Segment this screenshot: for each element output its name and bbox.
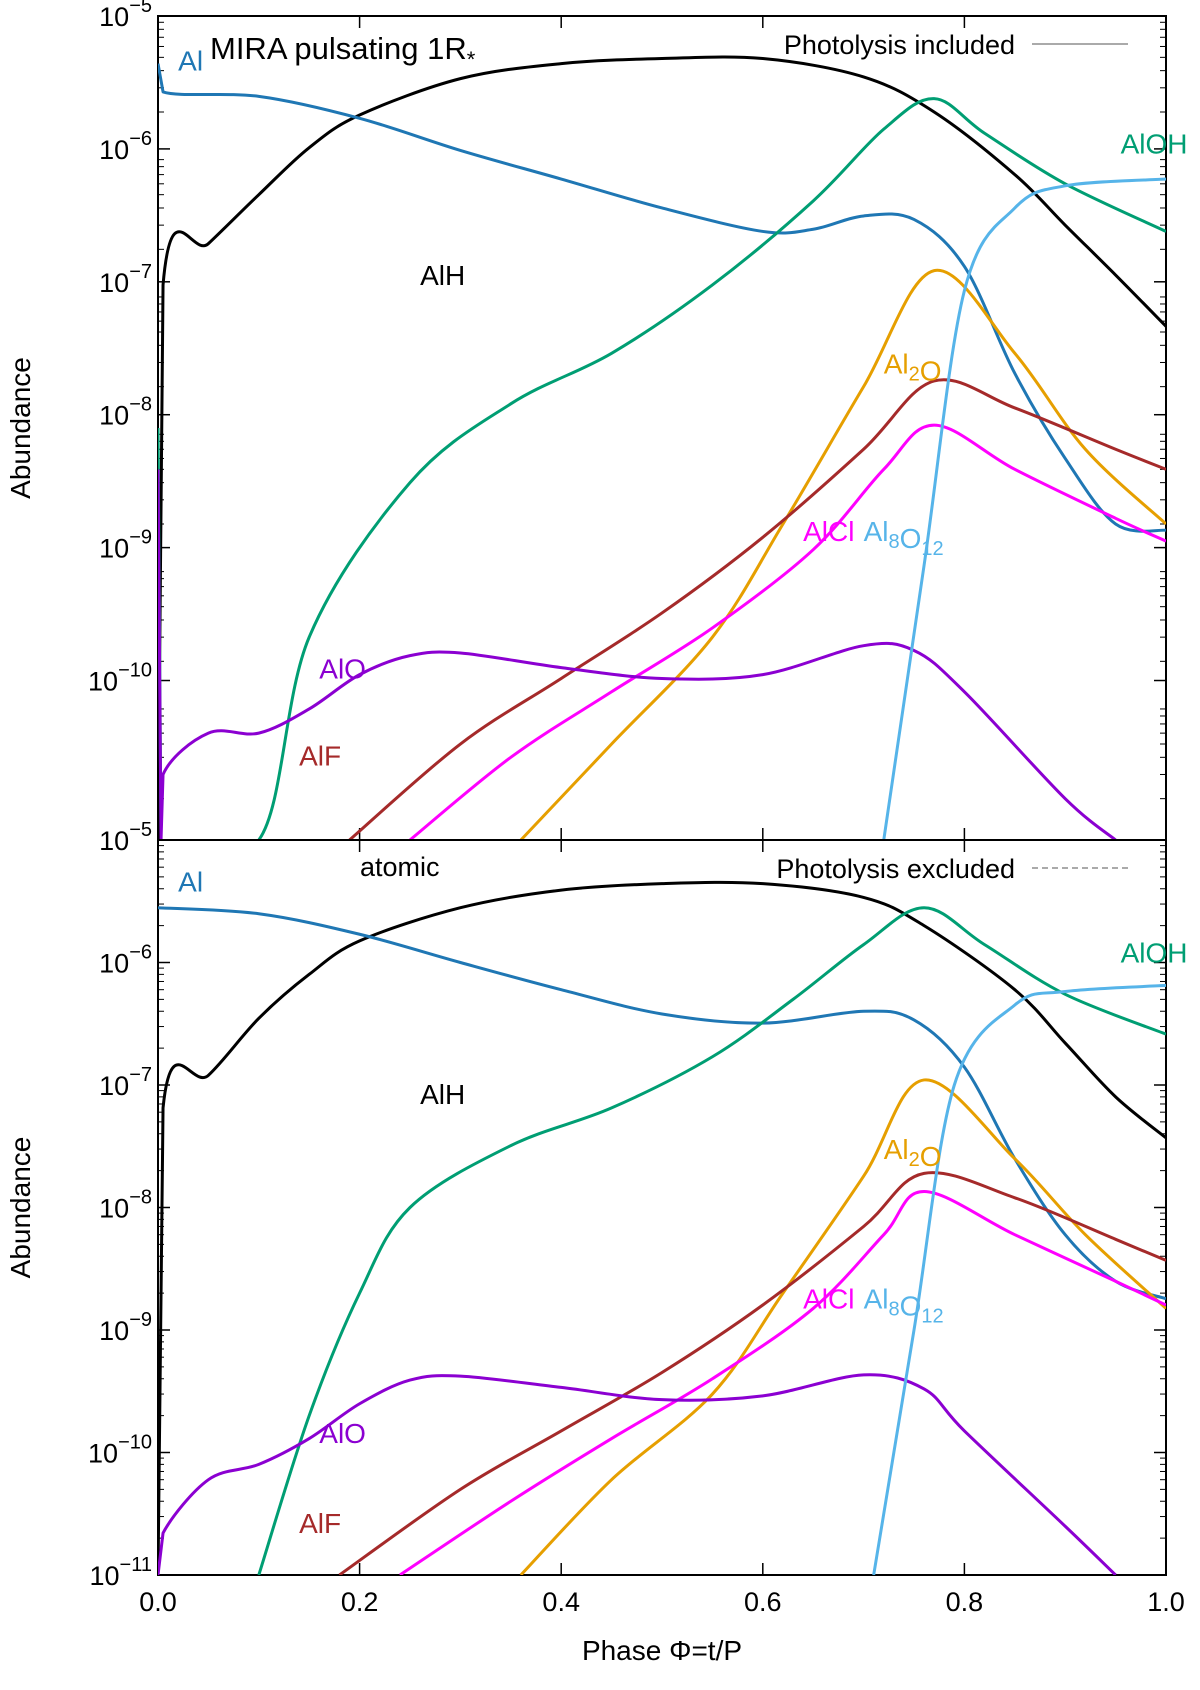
y-tick-label: 10−8 bbox=[99, 1187, 152, 1224]
panel-photolysis-included: 10−5 10−6 10−7 10−8 10−9 10−10 10−5 Abundance MI… bbox=[5, 0, 1188, 856]
chart-title: MIRA pulsating 1R* bbox=[210, 31, 476, 72]
series-line-alcl bbox=[399, 1190, 1166, 1575]
series-line-alf bbox=[338, 1171, 1166, 1575]
legend-label: Photolysis included bbox=[784, 30, 1015, 60]
series-line-al bbox=[158, 63, 1166, 533]
series-label-alf: AlF bbox=[299, 1508, 341, 1539]
x-tick-label: 0.6 bbox=[744, 1587, 782, 1617]
series-label-al2o: Al2O bbox=[884, 348, 942, 386]
series-label-al8o12: Al8O12 bbox=[864, 516, 944, 560]
series-line-alo bbox=[158, 469, 1117, 840]
x-tick-label: 0.2 bbox=[341, 1587, 379, 1617]
series-label-al: Al bbox=[178, 46, 203, 77]
series-label-alcl: AlCl bbox=[803, 516, 854, 547]
series-label-alcl: AlCl bbox=[803, 1283, 854, 1314]
x-tick-label: 0.0 bbox=[139, 1587, 177, 1617]
series-line-alcl bbox=[409, 423, 1166, 840]
series-line-al2o bbox=[519, 268, 1166, 840]
series-line-alh bbox=[158, 55, 1166, 840]
series-label-aloh: AlOH bbox=[1121, 128, 1188, 159]
series-line-al8o12 bbox=[882, 177, 1166, 840]
x-tick-label: 1.0 bbox=[1147, 1587, 1185, 1617]
series-line-alo bbox=[158, 1373, 1117, 1575]
y-tick-label: 10−7 bbox=[99, 1064, 152, 1101]
series-line-aloh bbox=[257, 906, 1166, 1575]
y-tick-label: 10−6 bbox=[99, 942, 152, 979]
series-lines bbox=[158, 880, 1166, 1575]
series-label-al8o12: Al8O12 bbox=[864, 1283, 944, 1327]
annotation-atomic: atomic bbox=[360, 852, 440, 882]
series-label-aloh: AlOH bbox=[1121, 938, 1188, 969]
legend: Photolysis excluded bbox=[776, 854, 1128, 884]
series-line-al bbox=[158, 906, 1166, 1301]
plot-frame bbox=[157, 15, 1167, 841]
y-tick-label: 10−10 bbox=[88, 1432, 152, 1469]
y-axis-label: Abundance bbox=[5, 357, 36, 499]
y-tick-label: 10−5 bbox=[99, 0, 152, 32]
series-line-alf bbox=[348, 378, 1166, 840]
series-label-alo: AlO bbox=[319, 1418, 366, 1449]
series-label-alh: AlH bbox=[420, 1079, 465, 1110]
y-tick-label: 10−8 bbox=[99, 394, 152, 431]
legend-label: Photolysis excluded bbox=[776, 854, 1015, 884]
x-tick-label: 0.4 bbox=[542, 1587, 580, 1617]
panel-photolysis-excluded: 10−6 10−7 10−8 10−9 10−10 10−110.0 0.2 0.4 0.6 0.… bbox=[5, 839, 1188, 1666]
y-tick-label: 10−9 bbox=[99, 1309, 152, 1346]
legend: Photolysis included bbox=[784, 30, 1128, 60]
series-line-al8o12 bbox=[872, 983, 1166, 1575]
y-tick-label: 10−5 bbox=[99, 819, 152, 856]
y-tick-label: 10−6 bbox=[99, 128, 152, 165]
series-line-alh bbox=[158, 880, 1166, 1575]
y-tick-label: 10−11 bbox=[90, 1554, 153, 1591]
series-label-alo: AlO bbox=[319, 653, 366, 684]
x-axis-label: Phase Φ=t/P bbox=[582, 1635, 742, 1666]
series-label-alf: AlF bbox=[299, 740, 341, 771]
series-line-al2o bbox=[519, 1078, 1166, 1575]
plot-frame bbox=[157, 839, 1167, 1576]
series-label-al2o: Al2O bbox=[884, 1134, 942, 1172]
series-label-alh: AlH bbox=[420, 260, 465, 291]
y-tick-label: 10−9 bbox=[99, 527, 152, 564]
y-tick-label: 10−7 bbox=[99, 261, 152, 298]
series-lines bbox=[158, 55, 1166, 840]
x-tick-label: 0.8 bbox=[946, 1587, 984, 1617]
y-axis-label: Abundance bbox=[5, 1137, 36, 1279]
series-label-al: Al bbox=[178, 866, 203, 897]
y-tick-label: 10−10 bbox=[88, 660, 152, 697]
